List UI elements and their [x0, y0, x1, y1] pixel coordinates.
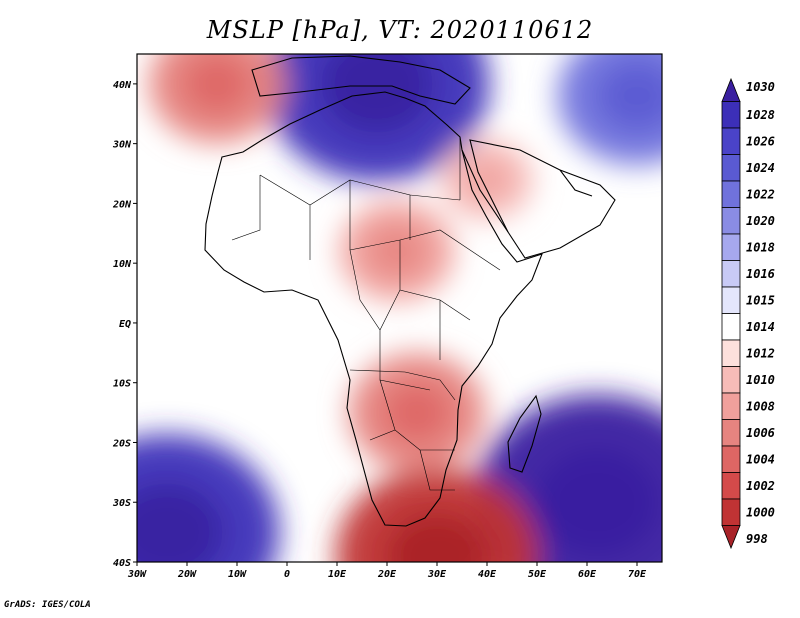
- colorbar-swatch: [721, 180, 741, 208]
- x-tick-label: 30E: [427, 569, 447, 580]
- x-axis: 30W 20W 10W 0 10E 20E 30E 40E 50E 60E 70E: [127, 562, 647, 580]
- colorbar-label: 1016: [746, 267, 775, 281]
- pressure-field: [137, 54, 662, 562]
- border-lines-south: [349, 369, 456, 491]
- africa-coastline: [204, 91, 543, 527]
- colorbar-label: 998: [746, 532, 768, 546]
- border-lines-north: [231, 137, 461, 260]
- colorbar-swatch: [721, 419, 741, 447]
- colorbar: 1030 1028 1026 1024 1022 1020 1018 1016 1015 1014…: [721, 77, 775, 550]
- colorbar-label: 1015: [746, 293, 775, 307]
- coastlines: [204, 55, 616, 527]
- colorbar-label: 1000: [746, 505, 775, 519]
- x-tick-label: 20W: [177, 569, 197, 580]
- colorbar-swatch: [721, 101, 741, 129]
- y-tick-label: 40S: [113, 558, 131, 569]
- colorbar-label: 1026: [746, 134, 775, 148]
- colorbar-label: 1014: [746, 320, 775, 334]
- map-field: [137, 54, 662, 562]
- colorbar-swatch: [721, 366, 741, 394]
- y-tick-label: 20N: [112, 199, 132, 210]
- colorbar-label: 1028: [746, 108, 775, 122]
- y-tick-label: 40N: [113, 80, 132, 91]
- colorbar-swatch: [721, 392, 741, 420]
- pressure-core-high-0: [137, 483, 224, 562]
- red-sea-line: [461, 149, 509, 233]
- y-tick-label: EQ: [119, 319, 131, 330]
- pressure-core-high-1: [535, 448, 659, 557]
- pressure-core-low-7: [368, 226, 426, 277]
- borders: [231, 137, 501, 491]
- y-tick-label: 20S: [112, 438, 131, 449]
- grads-credit: GrADS: IGES/COLA: [4, 600, 91, 610]
- colorbar-swatch: [721, 445, 741, 473]
- y-tick-label: 10N: [113, 259, 132, 270]
- arabia-coastline: [469, 139, 616, 259]
- pressure-core-low-5: [386, 511, 488, 562]
- colorbar-swatch: [721, 313, 741, 341]
- colorbar-label: 1002: [746, 479, 775, 493]
- colorbar-label: 1030: [746, 80, 775, 94]
- colorbar-swatch: [721, 339, 741, 367]
- x-tick-label: 40E: [478, 569, 497, 580]
- pressure-core-low-4: [182, 54, 252, 114]
- y-tick-label: 10S: [113, 379, 131, 390]
- colorbar-swatch: [721, 154, 741, 182]
- x-tick-label: 70E: [628, 569, 647, 580]
- colorbar-swatch: [721, 498, 741, 526]
- colorbar-swatch-bottom: [721, 525, 741, 550]
- colorbar-label: 1022: [746, 187, 775, 201]
- x-tick-label: 20E: [377, 569, 397, 580]
- x-tick-label: 0: [284, 569, 290, 580]
- colorbar-label: 1012: [746, 346, 775, 360]
- x-tick-label: 50E: [528, 569, 547, 580]
- colorbar-label: 1006: [746, 426, 775, 440]
- colorbar-swatch: [721, 472, 741, 500]
- colorbar-label: 1004: [746, 452, 775, 466]
- colorbar-swatch: [721, 286, 741, 314]
- y-axis: 40N 30N 20N 10N EQ 10S 20S 30S 40S: [112, 80, 137, 569]
- x-tick-label: 10E: [328, 569, 347, 580]
- pressure-core-low-6: [382, 382, 452, 443]
- chart-title: MSLP [hPa], VT: 2020110612: [206, 16, 594, 44]
- x-tick-label: 30W: [127, 569, 147, 580]
- colorbar-label: 1010: [746, 373, 775, 387]
- colorbar-label: 1020: [746, 214, 775, 228]
- map-frame: [136, 53, 663, 563]
- pressure-core-low-8: [463, 159, 511, 200]
- pressure-core-high-2: [320, 54, 434, 133]
- colorbar-swatch: [721, 207, 741, 235]
- colorbar-label: 1024: [746, 161, 775, 175]
- y-tick-label: 30N: [112, 140, 132, 151]
- y-tick-label: 30S: [112, 498, 131, 509]
- colorbar-swatch: [721, 127, 741, 155]
- colorbar-swatch-top: [721, 77, 741, 102]
- border-lines-central: [349, 229, 501, 391]
- x-tick-label: 60E: [578, 569, 597, 580]
- colorbar-swatch: [721, 260, 741, 288]
- colorbar-label: 1008: [746, 399, 775, 413]
- europe-coastline: [251, 55, 471, 105]
- colorbar-label: 1018: [746, 240, 775, 254]
- madagascar-coastline: [507, 394, 542, 473]
- gulf-line: [559, 169, 593, 197]
- x-tick-label: 10W: [228, 569, 247, 580]
- pressure-core-high-3: [597, 61, 662, 131]
- colorbar-swatch: [721, 233, 741, 261]
